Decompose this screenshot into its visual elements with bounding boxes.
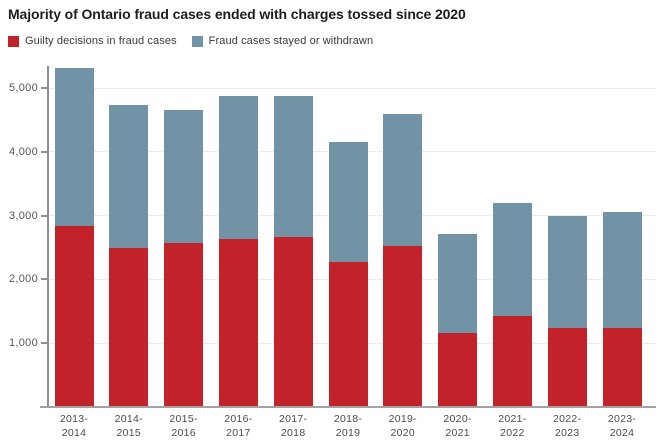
bar-segment-guilty-2021-2022 [492, 315, 532, 407]
x-axis-baseline [40, 406, 656, 408]
y-axis-line [46, 66, 49, 407]
y-axis-tick-2,000 [41, 278, 48, 281]
gridline-5,000 [48, 87, 656, 89]
legend-label-guilty: Guilty decisions in fraud cases [25, 35, 177, 47]
bar-segment-stayed-2013-2014 [54, 68, 94, 226]
x-axis-label-2022-2023: 2022- 2023 [553, 413, 582, 439]
bar-segment-stayed-2021-2022 [492, 202, 532, 316]
bar-segment-guilty-2022-2023 [547, 327, 587, 407]
x-axis-label-2023-2024: 2023- 2024 [607, 413, 637, 439]
bar-segment-guilty-2016-2017 [218, 238, 258, 407]
y-axis-tick-4,000 [41, 150, 48, 153]
x-axis-label-2013-2014: 2013- 2014 [59, 413, 89, 439]
bar-segment-guilty-2019-2020 [383, 245, 423, 407]
x-axis-label-2015-2016: 2015- 2016 [169, 413, 198, 439]
bar-segment-stayed-2017-2018 [273, 95, 313, 237]
bar-segment-stayed-2018-2019 [328, 142, 368, 263]
bar-segment-stayed-2014-2015 [109, 104, 149, 249]
bar-segment-guilty-2014-2015 [109, 248, 149, 407]
y-axis-label-4,000: 4,000 [8, 145, 38, 158]
x-axis-label-2019-2020: 2019- 2020 [388, 413, 417, 439]
x-axis-label-2020-2021: 2020- 2021 [443, 413, 472, 439]
x-axis-label-2016-2017: 2016- 2017 [224, 413, 253, 439]
x-axis-label-2021-2022: 2021- 2022 [498, 413, 527, 439]
bar-segment-stayed-2020-2021 [438, 234, 478, 333]
bar-segment-stayed-2016-2017 [218, 95, 258, 239]
y-axis-tick-3,000 [41, 214, 48, 217]
y-axis-label-2,000: 2,000 [8, 273, 38, 286]
bar-segment-guilty-2017-2018 [273, 236, 313, 407]
legend-swatch-stayed-icon [191, 35, 203, 47]
bar-segment-stayed-2015-2016 [164, 110, 204, 244]
chart-title: Majority of Ontario fraud cases ended wi… [8, 6, 466, 22]
legend-item-guilty: Guilty decisions in fraud cases [8, 35, 177, 47]
bar-segment-guilty-2020-2021 [438, 332, 478, 407]
y-axis-label-5,000: 5,000 [8, 82, 38, 94]
bar-segment-stayed-2019-2020 [383, 113, 423, 246]
legend: Guilty decisions in fraud cases Fraud ca… [8, 35, 373, 47]
y-axis-label-3,000: 3,000 [8, 209, 38, 222]
legend-label-stayed: Fraud cases stayed or withdrawn [208, 35, 374, 47]
x-axis-label-2018-2019: 2018- 2019 [333, 413, 363, 439]
y-axis-tick-1,000 [41, 342, 48, 345]
x-axis-label-2014-2015: 2014- 2015 [114, 413, 143, 439]
y-axis-label-1,000: 1,000 [8, 337, 38, 350]
legend-swatch-guilty-icon [8, 35, 19, 47]
bar-segment-stayed-2023-2024 [602, 212, 642, 328]
legend-item-stayed: Fraud cases stayed or withdrawn [191, 35, 374, 47]
bar-segment-stayed-2022-2023 [547, 215, 587, 328]
bar-segment-guilty-2023-2024 [602, 327, 642, 407]
y-axis-tick-5,000 [41, 87, 48, 89]
bar-segment-guilty-2013-2014 [54, 225, 94, 407]
bar-segment-guilty-2015-2016 [164, 243, 204, 407]
x-axis-label-2017-2018: 2017- 2018 [279, 413, 308, 439]
bar-segment-guilty-2018-2019 [328, 262, 368, 407]
